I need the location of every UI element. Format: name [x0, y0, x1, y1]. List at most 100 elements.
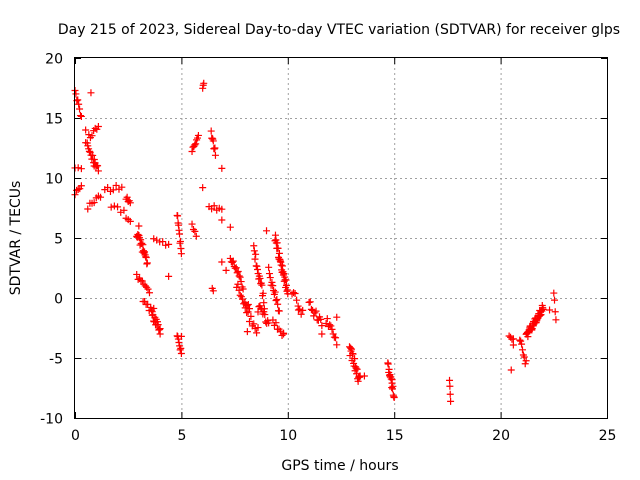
data-point [210, 202, 218, 210]
data-point [252, 250, 260, 258]
data-point [150, 235, 158, 243]
data-point [387, 375, 395, 383]
y-tick-label: 15 [45, 112, 63, 128]
data-point [77, 112, 85, 120]
data-point [311, 309, 319, 317]
data-point [446, 390, 454, 398]
data-point [270, 287, 278, 295]
data-point [446, 376, 454, 384]
data-point [241, 304, 249, 312]
data-point [226, 223, 234, 231]
data-point [318, 322, 326, 330]
y-tick-label: 10 [45, 172, 63, 188]
data-point [251, 255, 259, 263]
y-tick-label: -10 [40, 412, 63, 428]
data-point [521, 360, 529, 368]
data-point [244, 308, 252, 316]
data-point [94, 122, 102, 130]
data-point [268, 278, 276, 286]
data-point [275, 307, 283, 315]
data-point [218, 216, 226, 224]
data-point [326, 321, 334, 329]
data-point [265, 319, 273, 327]
data-point [329, 330, 337, 338]
data-point [522, 357, 530, 365]
x-tick-label: 25 [599, 428, 617, 444]
data-point [353, 365, 361, 373]
data-point [272, 319, 280, 327]
data-point [145, 289, 153, 297]
data-point [239, 285, 247, 293]
y-tick-label: -5 [49, 352, 63, 368]
data-point [176, 237, 184, 245]
data-point [310, 312, 318, 320]
chart-title: Day 215 of 2023, Sidereal Day-to-day VTE… [58, 22, 620, 38]
data-point [165, 240, 173, 248]
data-point [250, 320, 258, 328]
data-point [74, 185, 82, 193]
data-point [74, 164, 82, 172]
data-point [104, 184, 112, 192]
data-point [156, 330, 164, 338]
data-point [97, 193, 105, 201]
x-tick-label: 15 [386, 428, 404, 444]
data-point [228, 258, 236, 266]
data-point [265, 270, 273, 278]
x-tick-label: 20 [492, 428, 510, 444]
data-point [263, 227, 271, 235]
data-point [332, 334, 340, 342]
data-point [232, 264, 240, 272]
data-point [209, 287, 217, 295]
data-point [539, 305, 547, 313]
data-point [327, 322, 335, 330]
data-point [165, 272, 173, 280]
grid-layer [75, 58, 607, 418]
data-point [520, 353, 528, 361]
data-point [207, 127, 215, 135]
data-point [211, 144, 219, 152]
data-point [148, 306, 156, 314]
data-point [87, 89, 95, 97]
data-point [90, 155, 98, 163]
data-point [244, 301, 252, 309]
data-point [388, 376, 396, 384]
y-tick-label: 20 [45, 52, 63, 68]
data-point [516, 336, 524, 344]
data-point [85, 131, 93, 139]
data-point [447, 397, 455, 405]
plot-frame [74, 57, 608, 419]
data-point [90, 199, 98, 207]
data-point [112, 181, 120, 189]
data-point [234, 280, 242, 288]
data-point [209, 137, 217, 145]
data-point [273, 296, 281, 304]
data-point [76, 112, 84, 120]
data-point [192, 232, 200, 240]
data-point [89, 151, 97, 159]
data-point [109, 186, 117, 194]
data-point [162, 241, 170, 249]
data-point [126, 217, 134, 225]
data-point [107, 203, 115, 211]
data-point [390, 393, 398, 401]
data-point [176, 346, 184, 354]
data-point [143, 259, 151, 267]
data-point [110, 202, 118, 210]
x-tick-label: 5 [177, 428, 186, 444]
data-point [253, 262, 261, 270]
data-point [282, 281, 290, 289]
data-point [333, 341, 341, 349]
data-point [552, 316, 560, 324]
y-tick-label: 5 [54, 232, 63, 248]
data-point [193, 136, 201, 144]
data-point [551, 308, 559, 316]
data-point [191, 227, 199, 235]
data-point [254, 265, 262, 273]
data-point [85, 147, 93, 155]
data-point [333, 313, 341, 321]
data-point [138, 239, 146, 247]
data-point [243, 328, 251, 336]
data-point [88, 132, 96, 140]
data-point [188, 148, 196, 156]
data-point [348, 345, 356, 353]
